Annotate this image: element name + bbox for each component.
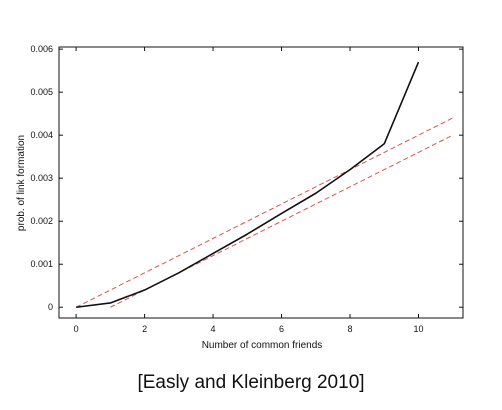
y-tick-label: 0.004 [30,130,53,140]
x-tick-label: 2 [142,324,147,334]
y-tick-label: 0.001 [30,259,53,269]
x-axis-label: Number of common friends [202,340,323,351]
y-tick-label: 0.002 [30,216,53,226]
x-tick-label: 8 [348,324,353,334]
x-tick-label: 0 [74,324,79,334]
x-axis-ticks: 0 2 4 6 8 10 [74,47,423,334]
dashed-lines [75,117,453,308]
chart-area: 0 2 4 6 8 10 00.0010.0020.0030.0040.0050.006 … [16,44,464,351]
plot-frame [58,46,464,319]
y-tick-label: 0.003 [30,173,53,183]
fit-line-dashed-1 [75,117,453,308]
citation-caption: [Easly and Kleinberg 2010] [137,372,365,393]
x-tick-label: 4 [211,324,216,334]
observed-probability-line [76,61,420,309]
data-lines [76,61,420,309]
y-axis-label: prob. of link formation [16,135,27,231]
y-tick-label: 0 [48,302,53,312]
x-tick-label: 10 [413,324,423,334]
x-tick-label: 6 [279,324,284,334]
y-axis-ticks: 0 0.001 0.002 0.003 0.004 0.005 0.006 [30,44,463,312]
y-tick-label: 0.005 [30,87,53,97]
y-tick-label: 0.006 [30,44,53,54]
